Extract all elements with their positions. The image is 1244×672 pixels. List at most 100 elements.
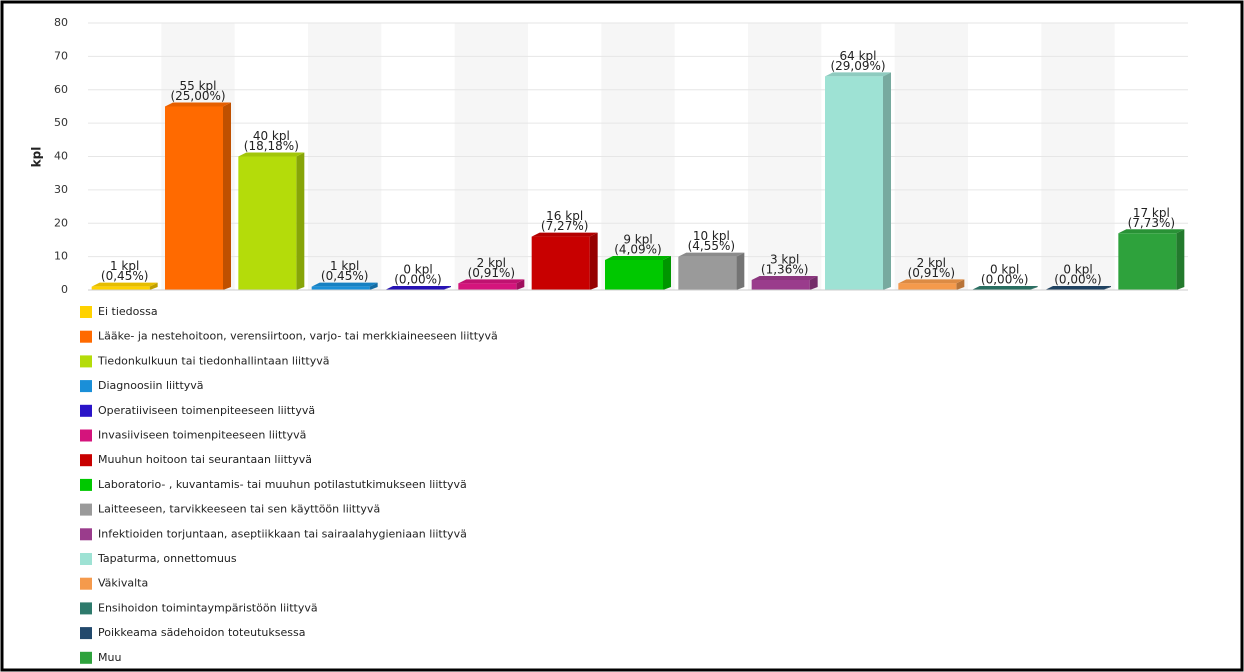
legend-swatch xyxy=(80,528,92,541)
value-label: 64 kpl xyxy=(840,49,877,63)
bar-side xyxy=(1176,229,1185,290)
value-label: 0 kpl xyxy=(1063,263,1092,277)
bar-side xyxy=(956,279,965,290)
percent-label: (25,00%) xyxy=(170,89,225,103)
y-tick-label: 40 xyxy=(54,150,68,163)
bar xyxy=(165,106,223,290)
percent-label: (0,00%) xyxy=(394,273,441,287)
value-label: 16 kpl xyxy=(546,209,583,223)
legend-swatch xyxy=(80,404,92,417)
legend-swatch xyxy=(80,503,92,516)
bar-side xyxy=(369,282,378,290)
legend-label: Infektioiden torjuntaan, aseptiikkaan ta… xyxy=(98,527,467,540)
bar-top xyxy=(1045,286,1111,290)
percent-label: (4,09%) xyxy=(614,242,661,256)
bar-top xyxy=(311,282,378,287)
bar xyxy=(898,283,957,290)
bar-top xyxy=(1118,229,1185,234)
bar-side xyxy=(883,72,891,291)
y-tick-label: 0 xyxy=(61,283,68,296)
legend-swatch xyxy=(80,429,92,442)
bar xyxy=(825,76,883,291)
value-label: 9 kpl xyxy=(623,232,652,246)
legend-label: Laitteeseen, tarvikkeeseen tai sen käytt… xyxy=(98,503,380,516)
percent-label: (0,00%) xyxy=(1054,273,1101,287)
bar xyxy=(678,256,737,290)
bar-top xyxy=(751,275,818,280)
y-tick-label: 30 xyxy=(54,183,68,196)
value-label: 1 kpl xyxy=(110,259,139,273)
value-label: 3 kpl xyxy=(770,252,799,266)
percent-label: (0,45%) xyxy=(101,269,148,283)
bar-top xyxy=(825,72,891,77)
bar-top xyxy=(238,152,305,157)
legend-label: Muu xyxy=(98,651,121,664)
legend-label: Lääke- ja nestehoitoon, verensiirtoon, v… xyxy=(98,330,498,343)
value-label: 0 kpl xyxy=(990,263,1019,277)
bar-side xyxy=(149,282,158,290)
value-label: 40 kpl xyxy=(253,129,290,143)
y-tick-label: 50 xyxy=(54,116,68,129)
bar xyxy=(1118,233,1177,290)
legend-swatch xyxy=(80,454,92,467)
bar-top xyxy=(531,232,598,237)
bar-top xyxy=(678,252,745,257)
legend-label: Tapaturma, onnettomuus xyxy=(97,552,237,565)
percent-label: (4,55%) xyxy=(688,239,735,253)
legend-swatch xyxy=(80,577,92,590)
legend-swatch xyxy=(80,602,92,615)
legend-label: Poikkeama sädehoidon toteutuksessa xyxy=(98,626,305,639)
y-tick-label: 10 xyxy=(54,250,68,263)
value-label: 2 kpl xyxy=(477,256,506,270)
value-label: 1 kpl xyxy=(330,259,359,273)
legend-label: Operatiiviseen toimenpiteeseen liittyvä xyxy=(98,404,315,417)
y-tick-label: 20 xyxy=(54,216,68,229)
percent-label: (18,18%) xyxy=(244,139,299,153)
bar xyxy=(238,156,297,290)
legend-swatch xyxy=(80,380,92,393)
legend-swatch xyxy=(80,478,92,491)
bar-side xyxy=(223,102,231,290)
percent-label: (0,00%) xyxy=(981,273,1028,287)
bar-top xyxy=(385,286,451,290)
bar-top xyxy=(898,279,965,284)
bar-side xyxy=(736,252,745,290)
bar-side xyxy=(663,255,671,290)
bar-side xyxy=(809,275,818,290)
bar-side xyxy=(516,279,525,290)
bar xyxy=(605,259,663,290)
percent-label: (29,09%) xyxy=(830,59,885,73)
legend-label: Ensihoidon toimintaympäristöön liittyvä xyxy=(98,601,318,614)
percent-label: (7,27%) xyxy=(541,219,588,233)
y-axis-label: kpl xyxy=(30,147,44,168)
value-label: 55 kpl xyxy=(180,79,217,93)
value-label: 0 kpl xyxy=(403,263,432,277)
bar-top xyxy=(605,255,671,260)
legend-label: Ei tiedossa xyxy=(98,305,158,318)
y-tick-label: 60 xyxy=(54,83,68,96)
percent-label: (7,73%) xyxy=(1128,216,1175,230)
legend-label: Invasiiviseen toimenpiteeseen liittyvä xyxy=(98,429,306,442)
value-label: 10 kpl xyxy=(693,229,730,243)
bar xyxy=(91,286,150,290)
bar-top xyxy=(458,279,525,284)
legend-label: Diagnoosiin liittyvä xyxy=(98,379,204,392)
legend-swatch xyxy=(80,651,92,664)
bar xyxy=(311,286,370,290)
bar-side xyxy=(296,152,305,290)
legend-swatch xyxy=(80,330,92,343)
bar-top xyxy=(971,286,1038,290)
legend-label: Muuhun hoitoon tai seurantaan liittyvä xyxy=(98,453,312,466)
legend-swatch xyxy=(80,627,92,640)
bar xyxy=(458,283,517,290)
legend-label: Tiedonkulkuun tai tiedonhallintaan liitt… xyxy=(97,354,330,367)
percent-label: (0,45%) xyxy=(321,269,368,283)
bar xyxy=(531,236,590,290)
value-label: 2 kpl xyxy=(917,256,946,270)
y-tick-label: 70 xyxy=(54,49,68,62)
percent-label: (0,91%) xyxy=(908,266,955,280)
bar-top xyxy=(91,282,158,287)
legend-label: Väkivalta xyxy=(98,577,148,590)
legend-swatch xyxy=(80,553,92,565)
